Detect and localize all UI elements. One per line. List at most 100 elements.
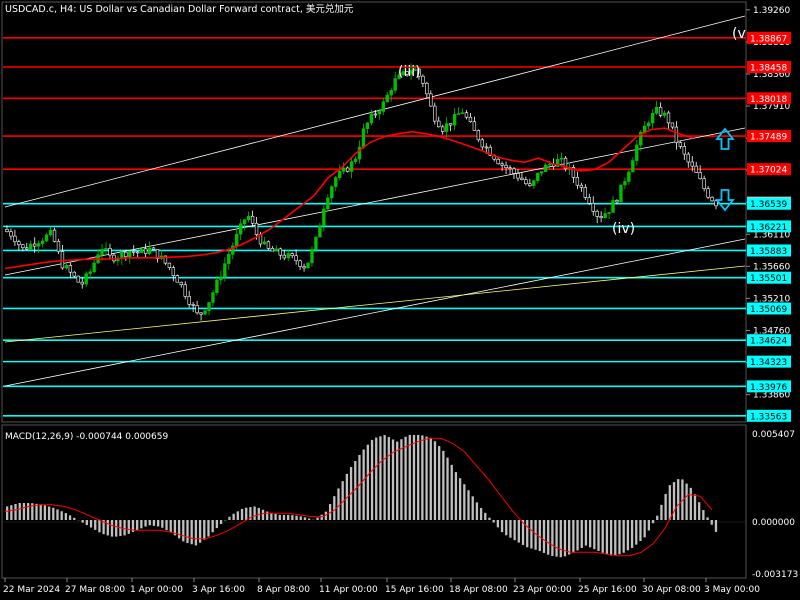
- candle-body: [631, 160, 635, 173]
- macd-bar: [547, 520, 550, 555]
- macd-bar: [417, 434, 420, 521]
- macd-bar: [488, 517, 491, 521]
- macd-bar: [425, 436, 428, 521]
- macd-bar: [681, 479, 684, 521]
- candle-body: [282, 254, 286, 259]
- macd-bar: [257, 507, 260, 521]
- macd-bar: [437, 446, 441, 521]
- candle-body: [468, 116, 473, 123]
- middle-channel-line[interactable]: [4, 127, 746, 276]
- candle-body: [9, 231, 13, 237]
- macd-axis-zero: 0.000000: [752, 518, 795, 528]
- macd-bar: [551, 520, 554, 557]
- candle-body: [215, 279, 219, 293]
- candle-body: [250, 215, 255, 224]
- macd-bar: [584, 520, 588, 546]
- candle-body: [48, 229, 53, 236]
- candle-body: [25, 247, 29, 250]
- red-level-2-tag-label: 1.38018: [750, 95, 787, 105]
- macd-bar: [387, 437, 390, 521]
- candle-body: [421, 75, 425, 84]
- candle-body: [619, 184, 623, 203]
- candle-body: [405, 71, 409, 75]
- macd-histogram: [6, 434, 718, 558]
- macd-bar: [454, 472, 458, 521]
- candle-body: [143, 248, 148, 254]
- macd-bar: [282, 514, 286, 521]
- macd-bar: [630, 520, 634, 548]
- candle-body: [155, 249, 160, 259]
- macd-bar: [656, 515, 659, 521]
- macd-bar: [240, 508, 244, 521]
- lower-channel-line[interactable]: [4, 238, 746, 387]
- wave-label-v: (v: [732, 26, 746, 42]
- red-level-3-tag-label: 1.37489: [750, 133, 787, 143]
- wave-label-iii: (iii): [398, 64, 421, 80]
- macd-bar: [534, 520, 537, 550]
- time-tick-label: 3 Apr 16:00: [192, 585, 245, 595]
- channel-lines[interactable]: [4, 15, 746, 387]
- cyan-level-2-tag-label: 1.35883: [750, 247, 787, 257]
- macd-bar: [186, 520, 189, 544]
- candle-body: [448, 123, 453, 126]
- macd-bar: [668, 485, 671, 521]
- candle-body: [385, 94, 389, 103]
- candle-body: [575, 177, 580, 186]
- macd-axis-top: 0.005407: [752, 430, 795, 440]
- candle-body: [314, 236, 318, 250]
- macd-bar: [698, 502, 701, 521]
- macd-bar: [404, 436, 407, 521]
- candle-body: [33, 243, 37, 247]
- candle-body: [460, 112, 465, 115]
- candle-body: [207, 302, 211, 312]
- macd-bar: [383, 435, 386, 521]
- candle-body: [639, 131, 643, 146]
- macd-bar: [714, 520, 718, 532]
- candle-body: [120, 251, 124, 259]
- macd-bar: [18, 502, 21, 521]
- candle-body: [353, 158, 358, 162]
- macd-bar: [375, 437, 378, 521]
- macd-bar: [39, 504, 42, 521]
- macd-bar: [635, 520, 638, 545]
- candle-body: [627, 171, 631, 182]
- macd-bar: [509, 520, 512, 538]
- macd-bar: [651, 520, 655, 524]
- macd-bar: [127, 520, 130, 534]
- candle-body: [306, 262, 310, 269]
- yellow-trendline[interactable]: [4, 265, 746, 343]
- red-level-0-tag-label: 1.38867: [750, 34, 787, 44]
- macd-bar: [421, 435, 424, 521]
- macd-bar: [572, 520, 575, 553]
- macd-bar: [43, 505, 47, 521]
- candle-body: [524, 179, 528, 185]
- candle-body: [694, 165, 698, 173]
- macd-bar: [287, 514, 290, 521]
- candle-body: [36, 243, 41, 247]
- macd-bar: [429, 437, 432, 521]
- candle-body: [52, 229, 57, 242]
- candle-body: [334, 177, 338, 187]
- cyan-level-3-tag-label: 1.35501: [750, 274, 787, 284]
- candle-body: [413, 68, 417, 71]
- candle-body: [377, 111, 382, 115]
- candle-body: [452, 113, 457, 126]
- macd-bar: [144, 520, 147, 527]
- candle-body: [76, 275, 80, 283]
- candle-body: [318, 225, 322, 238]
- candle-body: [330, 186, 334, 199]
- candle-body: [433, 105, 437, 122]
- macd-bar: [22, 502, 26, 521]
- macd-bar: [245, 507, 248, 521]
- macd-bar: [576, 520, 579, 551]
- macd-bar: [647, 520, 651, 531]
- macd-bar: [605, 520, 609, 555]
- candle-body: [563, 157, 568, 170]
- candle-body: [464, 112, 469, 118]
- cyan-level-0-tag-label: 1.36539: [750, 200, 787, 210]
- macd-bar: [379, 436, 382, 521]
- candle-body: [286, 253, 290, 259]
- candle-body: [100, 249, 104, 255]
- price-tick-label: 1.33860: [753, 391, 790, 401]
- time-tick-label: 8 Apr 08:00: [257, 585, 310, 595]
